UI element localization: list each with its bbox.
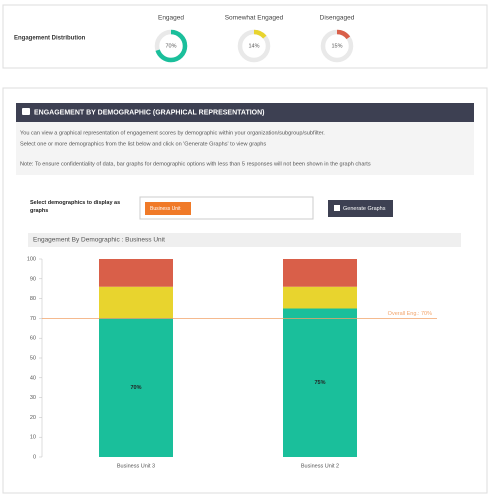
- y-tick-label: 90: [30, 276, 36, 282]
- y-tick-label: 70: [30, 316, 36, 322]
- generate-button[interactable]: [328, 200, 393, 217]
- button-label: Generate Graphs: [343, 206, 386, 212]
- donut-label: Engaged: [158, 15, 184, 22]
- bar-segment: [283, 259, 357, 287]
- y-tick-label: 80: [30, 296, 36, 302]
- distribution-title: Engagement Distribution: [14, 36, 86, 42]
- x-tick-label: Business Unit 3: [117, 463, 155, 469]
- tag[interactable]: [145, 202, 191, 215]
- panel-header: [16, 103, 474, 122]
- donut-value: 14%: [248, 43, 259, 49]
- header-title: ENGAGEMENT BY DEMOGRAPHIC (GRAPHICAL REP…: [34, 109, 265, 116]
- info-line: Select one or more demographics from the…: [20, 141, 266, 147]
- x-tick-label: Business Unit 2: [301, 463, 339, 469]
- reference-label: Overall Eng.: 70%: [388, 311, 432, 317]
- donut-label: Somewhat Engaged: [225, 15, 284, 22]
- y-tick-label: 30: [30, 395, 36, 401]
- bar-value-label: 70%: [130, 385, 141, 391]
- bar-segment: [99, 318, 173, 457]
- bar-segment: [99, 286, 173, 319]
- button-icon: [334, 205, 340, 211]
- donut-value: 70%: [165, 43, 176, 49]
- y-tick-label: 10: [30, 435, 36, 441]
- donut-value: 15%: [331, 43, 342, 49]
- y-tick-label: 60: [30, 336, 36, 342]
- bar-segment: [99, 259, 173, 287]
- header-icon: [22, 108, 30, 115]
- y-tick-label: 20: [30, 415, 36, 421]
- bar-segment: [283, 308, 357, 457]
- bar-value-label: 75%: [314, 380, 325, 386]
- donut-arc: [154, 29, 188, 63]
- chart-title-bar: [28, 233, 461, 247]
- y-tick-label: 100: [27, 256, 36, 262]
- info-box: [16, 122, 474, 175]
- donut-arc: [237, 29, 271, 63]
- y-tick-label: 40: [30, 375, 36, 381]
- donut-label: Disengaged: [320, 15, 355, 22]
- select-label: Select demographics to display as graphs: [30, 200, 121, 214]
- bar-segment: [283, 286, 357, 309]
- y-tick-label: 0: [33, 454, 36, 460]
- donut-arc: [320, 29, 354, 63]
- tag-label: Business Unit: [150, 206, 181, 212]
- info-line: Note: To ensure confidentiality of data,…: [20, 161, 371, 167]
- chart-title: Engagement By Demographic : Business Uni…: [33, 237, 165, 244]
- info-line: You can view a graphical representation …: [20, 130, 325, 136]
- y-tick-label: 50: [30, 355, 36, 361]
